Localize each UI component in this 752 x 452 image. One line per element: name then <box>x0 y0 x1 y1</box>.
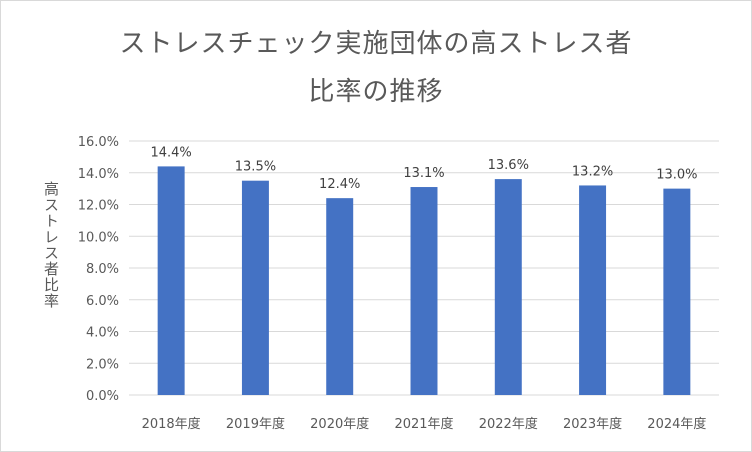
data-label: 13.0% <box>656 168 697 183</box>
chart-title-line-2: 比率の推移 <box>308 77 444 107</box>
x-tick-label: 2021年度 <box>394 416 453 432</box>
data-label: 13.6% <box>488 158 529 173</box>
x-tick-label: 2023年度 <box>563 416 622 432</box>
y-tick-label: 2.0% <box>86 357 119 372</box>
x-tick-label: 2024年度 <box>647 416 706 432</box>
y-tick-label: 4.0% <box>86 326 119 341</box>
x-tick-label: 2022年度 <box>479 416 538 432</box>
y-tick-label: 10.0% <box>78 230 119 245</box>
data-label: 14.4% <box>150 145 191 160</box>
y-tick-label: 12.0% <box>78 199 119 214</box>
bar-2019年度 <box>241 180 269 395</box>
y-tick-label: 16.0% <box>78 135 119 150</box>
y-axis-label: 高ストレス者比率 <box>42 181 60 309</box>
bar-2024年度 <box>663 188 691 395</box>
data-label: 13.1% <box>403 166 444 181</box>
y-tick-label: 0.0% <box>86 389 119 404</box>
bar-2020年度 <box>326 198 354 395</box>
x-tick-label: 2018年度 <box>142 416 201 432</box>
y-tick-label: 8.0% <box>86 262 119 277</box>
x-tick-label: 2019年度 <box>226 416 285 432</box>
bar-2023年度 <box>579 185 607 395</box>
x-tick-label: 2020年度 <box>310 416 369 432</box>
data-label: 13.5% <box>235 160 276 175</box>
bar-2018年度 <box>157 166 185 395</box>
bar-2021年度 <box>410 187 438 395</box>
y-tick-label: 14.0% <box>78 167 119 182</box>
y-tick-label: 6.0% <box>86 294 119 309</box>
chart-title-line-1: ストレスチェック実施団体の高ストレス者 <box>119 29 633 59</box>
bar-2022年度 <box>494 179 522 395</box>
data-label: 12.4% <box>319 177 360 192</box>
data-label: 13.2% <box>572 164 613 179</box>
